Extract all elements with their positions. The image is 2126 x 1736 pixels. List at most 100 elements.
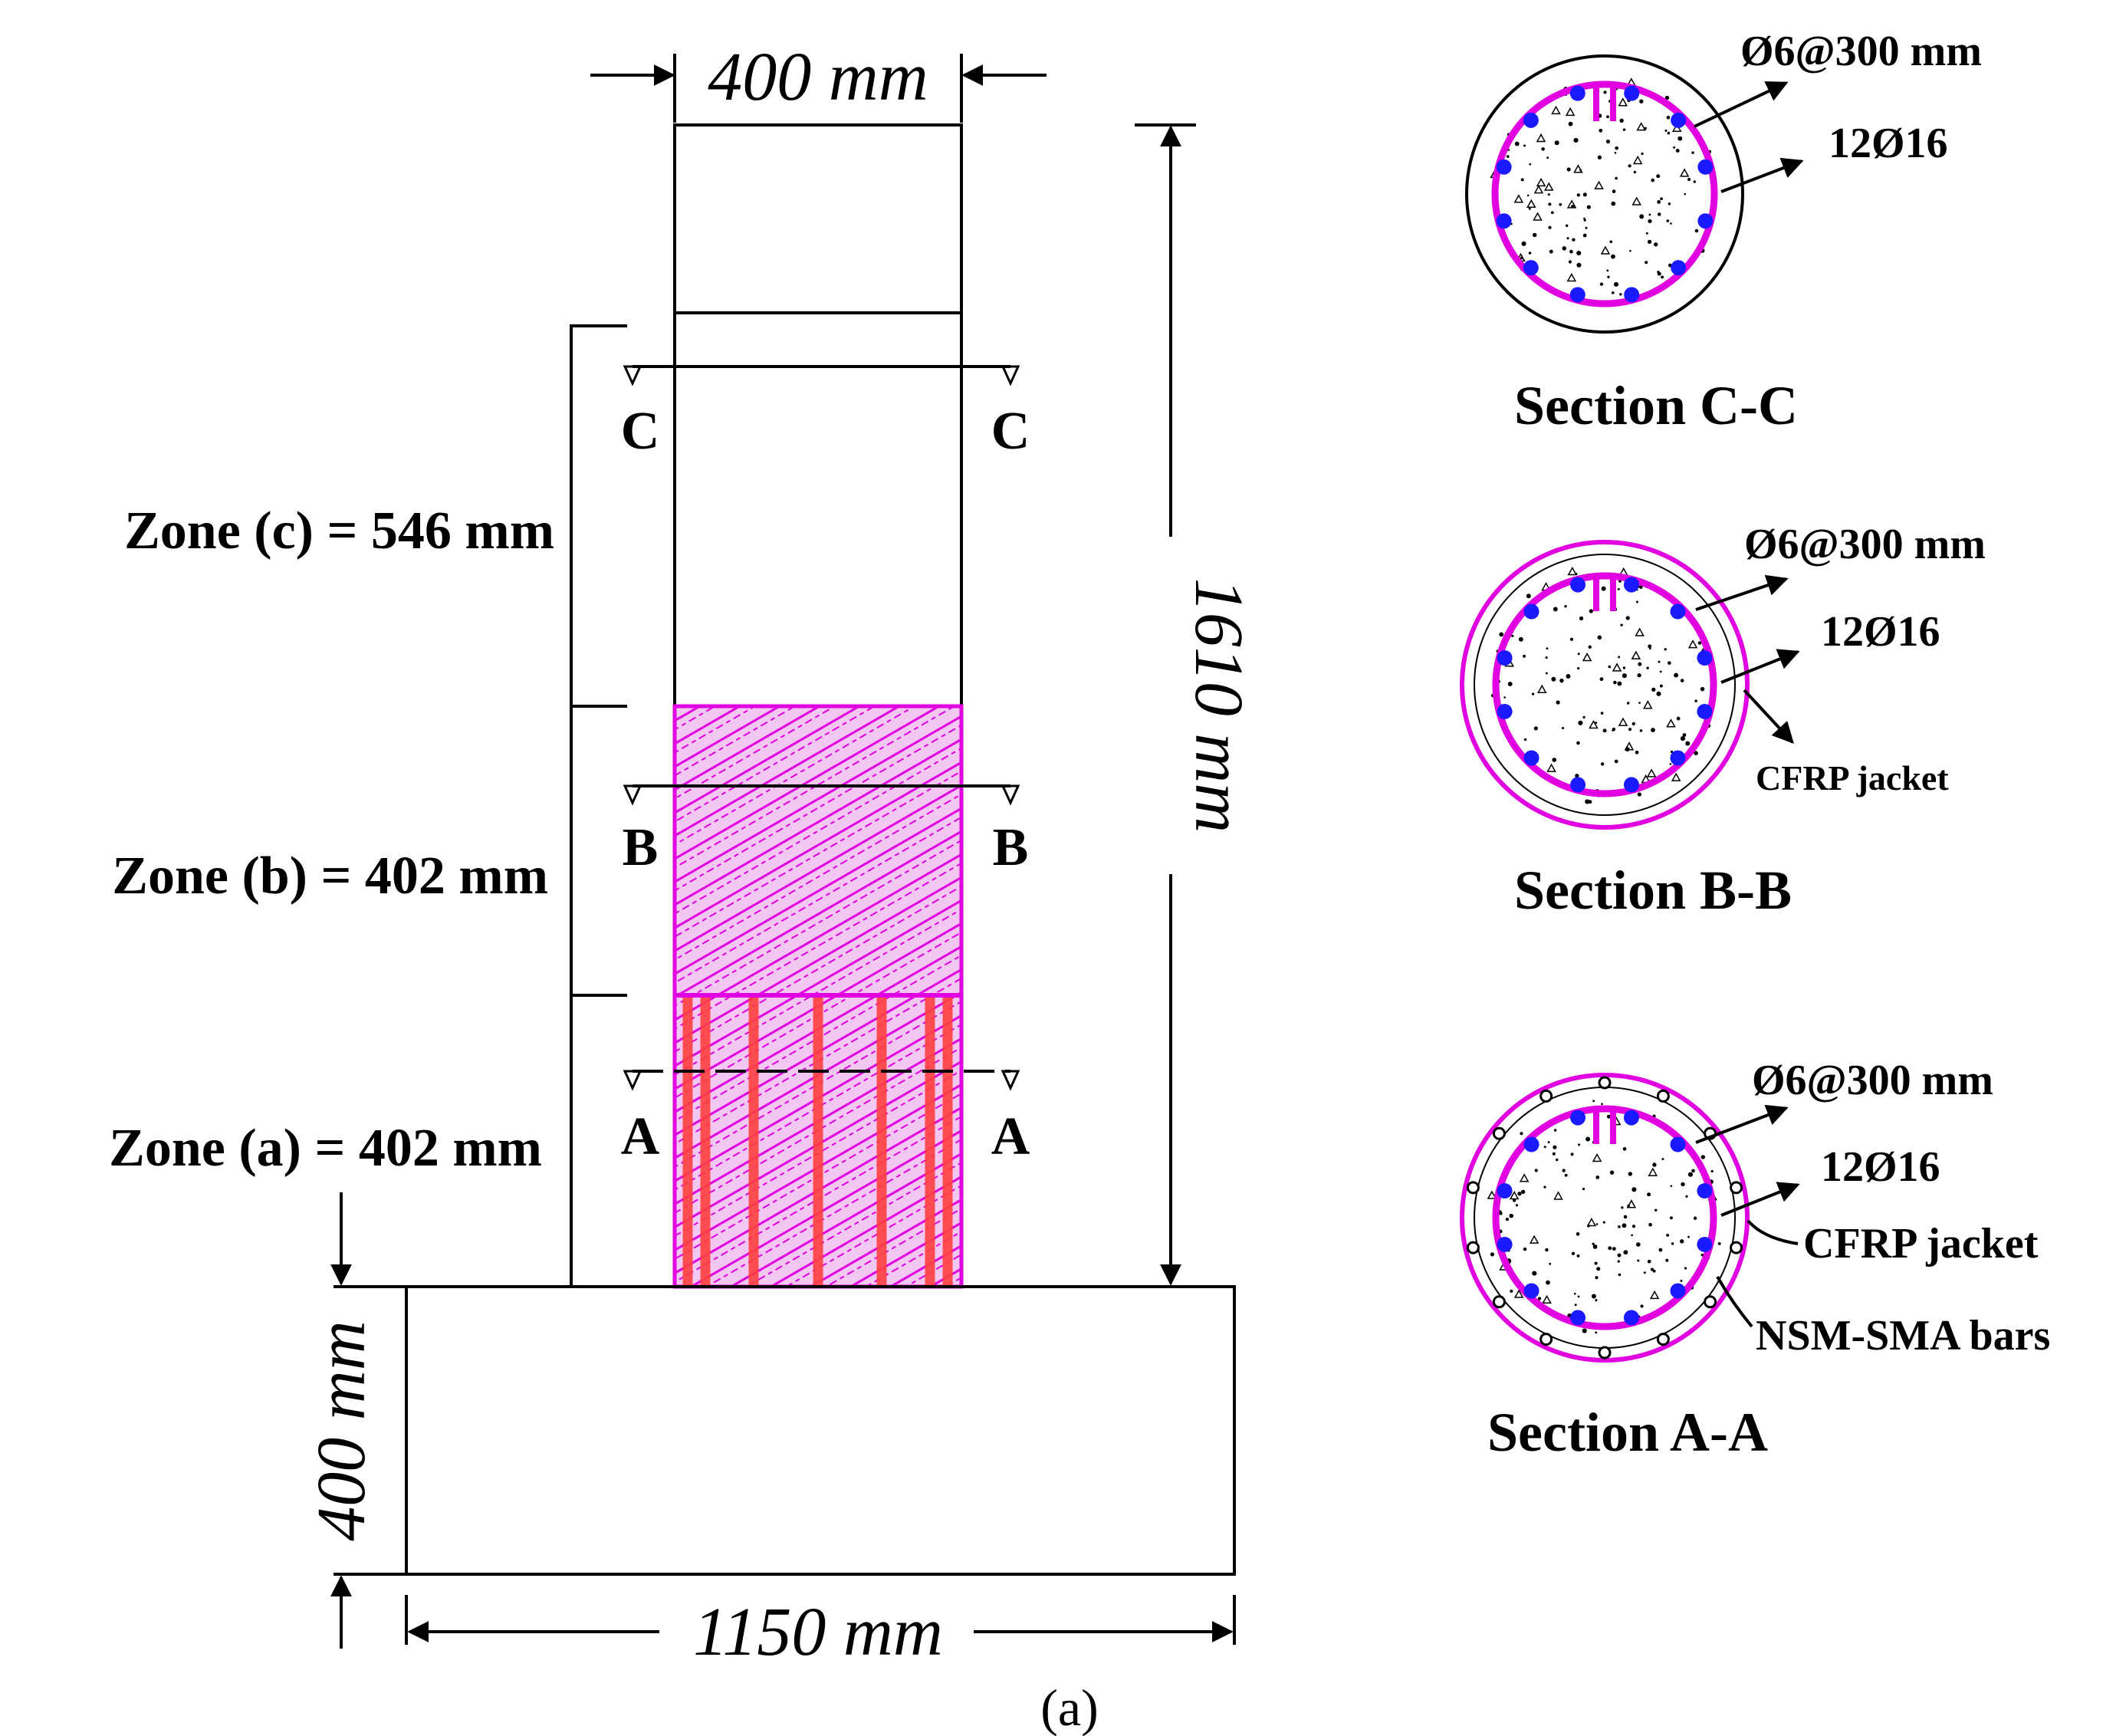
rebar-dot <box>1497 703 1513 719</box>
section-b-jacket-label: CFRP jacket <box>1756 758 1949 797</box>
zone-b-cfrp-jacket <box>672 704 964 998</box>
zone-a-label: Zone (a) = 402 mm <box>109 1119 542 1178</box>
section-a-title: Section A-A <box>1487 1402 1768 1463</box>
rebar-dot <box>1497 1183 1513 1199</box>
section-a-a: Ø6@300 mm 12Ø16 CFRP jacket NSM-SMA bars… <box>1460 1057 2050 1463</box>
nsm-bar-dot <box>1598 1076 1612 1090</box>
section-a-nsm-sma-bars <box>1466 1076 1743 1360</box>
rebar-dot <box>1570 577 1586 593</box>
rebar-dot <box>1671 260 1687 276</box>
section-c-concrete <box>1465 54 1744 334</box>
nsm-bar-dot <box>1730 1181 1743 1195</box>
footing-height-dimension <box>330 1192 406 1649</box>
rebar-dot <box>1570 1110 1586 1126</box>
elevation-view: 400 mm 1610 mm 400 mm 1150 mm <box>109 39 1257 1670</box>
rebar-dot <box>1523 112 1539 128</box>
rebar-dot <box>1523 260 1539 276</box>
column-stub-top <box>673 123 963 314</box>
rebar-dot <box>1523 1283 1539 1299</box>
section-c-tie-label: Ø6@300 mm <box>1740 28 1982 75</box>
cut-mark-a-right: A <box>991 1107 1030 1166</box>
nsm-sma-bars-elevation <box>682 997 953 1285</box>
rebar-dot <box>1497 1236 1513 1252</box>
rebar-dot <box>1569 287 1585 303</box>
section-b-cfrp-jacket <box>1460 540 1750 830</box>
rebar-dot <box>1697 703 1713 719</box>
section-a-jacket-label: CFRP jacket <box>1803 1220 2039 1267</box>
section-b-title: Section B-B <box>1514 860 1792 921</box>
cut-mark-a-left: A <box>621 1107 660 1166</box>
rebar-dot <box>1623 1110 1639 1126</box>
section-a-hook <box>1593 1109 1616 1144</box>
nsm-bar-dot <box>1704 1295 1717 1309</box>
nsm-bar-dot <box>1730 1241 1743 1254</box>
nsm-bar-dot <box>1466 1241 1480 1254</box>
section-a-longitudinal-bars <box>1497 1110 1713 1326</box>
cut-line-a: A A <box>621 1070 1030 1166</box>
section-b-hook <box>1593 576 1616 611</box>
column-zone-c <box>673 311 963 708</box>
section-a-tie <box>1492 1105 1717 1330</box>
rebar-dot <box>1523 750 1539 766</box>
nsm-bar-dot <box>1492 1295 1506 1309</box>
rebar-dot <box>1670 1283 1686 1299</box>
section-c-rebar-label: 12Ø16 <box>1829 120 1948 167</box>
figure-caption: (a) <box>1040 1678 1098 1736</box>
rebar-dot <box>1697 650 1713 666</box>
section-c-hook <box>1593 84 1616 121</box>
nsm-bar-dot <box>1466 1181 1480 1195</box>
cut-line-c: C C <box>621 365 1030 461</box>
footing-width-dimension <box>405 1595 1236 1645</box>
rebar-dot <box>1697 213 1714 229</box>
nsm-bar-dot <box>1656 1333 1670 1346</box>
column-width-label: 400 mm <box>708 39 928 115</box>
rebar-dot <box>1569 85 1585 101</box>
nsm-bar-dot <box>1656 1089 1670 1103</box>
section-a-rebar-label: 12Ø16 <box>1821 1143 1940 1191</box>
section-b-b: Ø6@300 mm 12Ø16 CFRP jacket Section B-B <box>1460 521 1986 921</box>
footing-width-label: 1150 mm <box>693 1594 943 1670</box>
nsm-bar-dot <box>1492 1126 1506 1140</box>
nsm-bar-dot <box>1539 1333 1553 1346</box>
rebar-dot <box>1671 112 1687 128</box>
rebar-dot <box>1523 603 1539 620</box>
section-a-nsm-label: NSM-SMA bars <box>1756 1312 2050 1360</box>
column-height-label: 1610 mm <box>1181 578 1257 833</box>
nsm-bar-dot <box>1598 1346 1612 1360</box>
rebar-dot <box>1670 603 1686 620</box>
rebar-dot <box>1570 777 1586 793</box>
rebar-dot <box>1697 159 1714 175</box>
rebar-dot <box>1623 1310 1639 1326</box>
rebar-dot <box>1623 577 1639 593</box>
cut-mark-c-left: C <box>621 402 660 461</box>
section-c-c: Ø6@300 mm 12Ø16 Section C-C <box>1465 28 1982 436</box>
rebar-dot <box>1670 1136 1686 1152</box>
section-b-tie <box>1492 572 1717 797</box>
section-b-longitudinal-bars <box>1497 577 1713 793</box>
rebar-dot <box>1523 1136 1539 1152</box>
cut-mark-b-left: B <box>623 818 659 877</box>
rebar-dot <box>1697 1183 1713 1199</box>
rebar-dot <box>1623 777 1639 793</box>
column-width-dimension <box>590 54 1047 123</box>
zone-brackets <box>570 324 627 1287</box>
section-b-rebar-label: 12Ø16 <box>1821 608 1940 656</box>
nsm-bar-dot <box>1539 1089 1553 1103</box>
rebar-dot <box>1570 1310 1586 1326</box>
section-a-cfrp-jacket <box>1460 1073 1750 1363</box>
rebar-dot <box>1624 85 1640 101</box>
footing-height-label: 400 mm <box>304 1320 380 1541</box>
cut-mark-b-right: B <box>993 818 1029 877</box>
rebar-dot <box>1496 213 1512 229</box>
column-height-dimension <box>1135 123 1196 1286</box>
rebar-dot <box>1670 750 1686 766</box>
section-c-title: Section C-C <box>1514 375 1798 436</box>
zone-b-label: Zone (b) = 402 mm <box>112 847 548 906</box>
footing <box>405 1285 1236 1576</box>
rebar-dot <box>1496 159 1512 175</box>
rebar-dot <box>1697 1236 1713 1252</box>
cut-mark-c-right: C <box>991 402 1030 461</box>
section-a-tie-label: Ø6@300 mm <box>1752 1057 1993 1104</box>
section-c-longitudinal-bars <box>1496 85 1714 303</box>
